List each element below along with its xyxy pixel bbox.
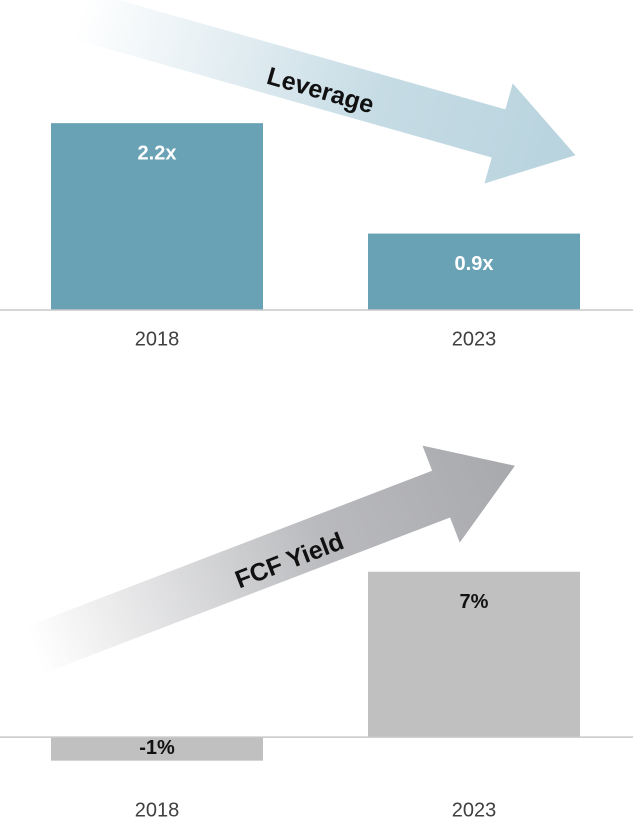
value-label: -1% — [139, 737, 175, 759]
value-label: 7% — [460, 591, 489, 613]
value-label: 0.9x — [455, 253, 494, 275]
trend-arrow — [26, 445, 515, 674]
bar — [51, 123, 263, 310]
bar — [368, 233, 580, 310]
trend-arrow — [73, 0, 576, 184]
value-label: 2.2x — [138, 142, 177, 164]
x-tick-label: 2018 — [135, 799, 180, 821]
x-tick-label: 2023 — [452, 799, 497, 821]
x-tick-label: 2018 — [135, 328, 180, 350]
bar — [368, 571, 580, 738]
x-tick-label: 2023 — [452, 328, 497, 350]
bar — [51, 737, 263, 761]
